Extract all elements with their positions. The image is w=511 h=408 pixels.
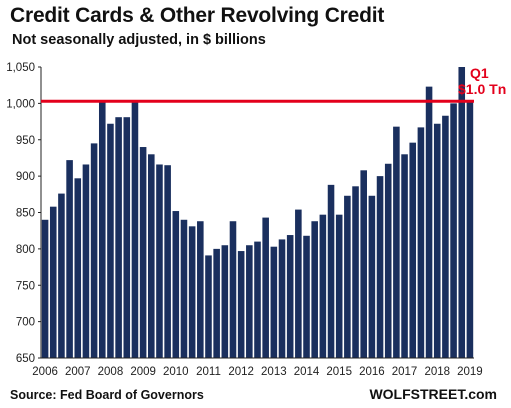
x-tick-label: 2006 <box>32 366 58 378</box>
bar <box>148 154 155 358</box>
y-tick-label: 650 <box>16 353 35 365</box>
chart-title: Credit Cards & Other Revolving Credit <box>10 4 385 27</box>
bar <box>466 101 474 358</box>
bar <box>376 176 384 358</box>
bar <box>98 101 106 359</box>
bar <box>156 164 163 358</box>
y-tick-label: 1,000 <box>6 98 35 110</box>
bar <box>74 178 82 358</box>
bar <box>368 195 376 358</box>
x-tick-label: 2009 <box>130 366 156 378</box>
bar <box>278 239 286 358</box>
bar <box>180 219 188 358</box>
chart-subtitle: Not seasonally adjusted, in $ billions <box>12 32 266 48</box>
y-tick-label: 1,050 <box>6 62 35 74</box>
bar <box>401 154 408 358</box>
x-tick-label: 2014 <box>294 366 320 378</box>
bar <box>205 255 212 358</box>
bar <box>327 184 335 358</box>
x-tick-label: 2018 <box>424 366 450 378</box>
y-tick-label: 750 <box>16 280 35 292</box>
x-tick-label: 2012 <box>228 366 254 378</box>
bar <box>139 147 147 358</box>
bar <box>344 195 351 358</box>
bar <box>123 117 131 358</box>
bar <box>172 211 180 358</box>
x-tick-label: 2017 <box>392 366 418 378</box>
bar <box>58 193 65 358</box>
bar <box>409 142 417 358</box>
bar <box>311 221 318 358</box>
bar <box>90 143 98 358</box>
bar <box>107 123 114 359</box>
bar <box>303 235 310 358</box>
bar <box>262 217 269 358</box>
x-tick-label: 2010 <box>163 366 189 378</box>
x-tick-label: 2015 <box>326 366 352 378</box>
bar <box>425 86 433 358</box>
y-tick-label: 950 <box>16 135 35 147</box>
x-tick-label: 2011 <box>196 366 221 378</box>
bar <box>164 165 171 358</box>
bar <box>221 245 229 358</box>
bar <box>393 126 400 358</box>
bar <box>295 209 302 358</box>
bar <box>237 251 245 358</box>
bar <box>254 241 261 358</box>
bar <box>286 235 294 358</box>
bar <box>384 163 392 358</box>
bar <box>246 245 253 358</box>
bar <box>41 219 49 358</box>
bar <box>450 103 457 358</box>
annotation-q1: Q1 <box>470 65 489 81</box>
bar <box>82 164 90 358</box>
x-tick-label: 2013 <box>261 366 287 378</box>
bar <box>66 160 73 358</box>
bar <box>188 226 196 358</box>
brand-logo-text: WOLFSTREET.com <box>369 386 497 402</box>
x-tick-label: 2019 <box>457 366 483 378</box>
y-tick-label: 800 <box>16 244 35 256</box>
annotation-value: $1.0 Tn <box>458 81 506 97</box>
bar <box>360 170 367 358</box>
bar <box>433 123 441 359</box>
bar <box>270 246 278 358</box>
x-tick-label: 2008 <box>98 366 124 378</box>
bar <box>458 67 466 358</box>
y-tick-label: 900 <box>16 171 35 183</box>
bar <box>229 221 237 358</box>
bar <box>352 186 359 358</box>
bar <box>115 117 122 358</box>
x-tick-label: 2007 <box>65 366 91 378</box>
x-tick-label: 2016 <box>359 366 385 378</box>
source-note: Source: Fed Board of Governors <box>10 388 204 402</box>
bar <box>131 101 139 359</box>
bar <box>335 214 343 358</box>
bar <box>49 206 57 358</box>
bar <box>417 127 425 358</box>
y-tick-label: 700 <box>16 317 35 329</box>
bar <box>442 115 449 359</box>
bar <box>213 248 220 358</box>
bar <box>319 214 327 358</box>
y-tick-label: 850 <box>16 208 35 220</box>
bar <box>197 221 204 358</box>
